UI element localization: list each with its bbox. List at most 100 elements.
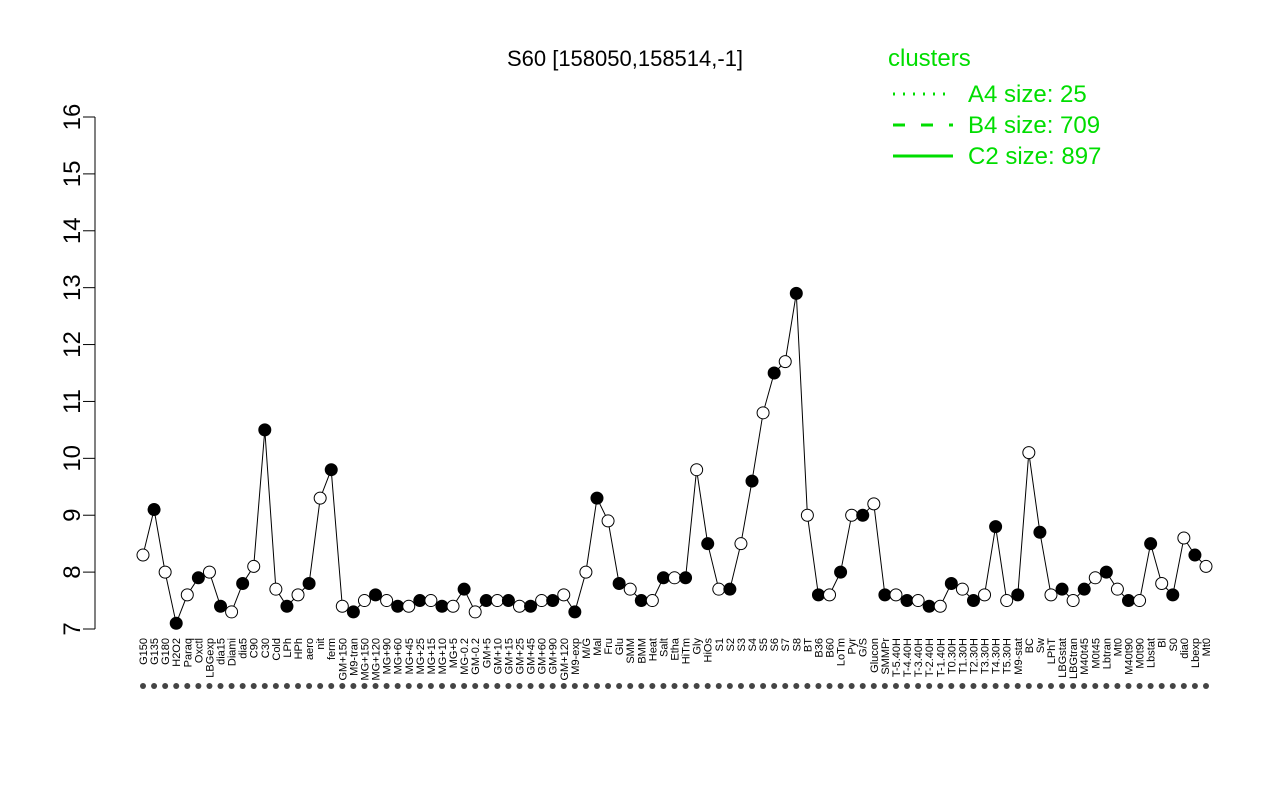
x-tick-label: MG+90 (382, 638, 394, 674)
x-tick-label: T-1.40H (935, 638, 947, 677)
data-point (645, 594, 659, 608)
x-rug-mark (1070, 683, 1077, 689)
data-point (225, 605, 239, 619)
data-point (878, 588, 892, 602)
x-tick-label: M9-stat (1013, 638, 1025, 675)
data-point (446, 599, 460, 613)
x-rug-mark (450, 683, 457, 689)
data-point (479, 594, 493, 608)
x-rug-mark (749, 683, 756, 689)
data-point (236, 576, 250, 590)
x-tick-label: MG+5 (448, 638, 460, 668)
x-tick-label: Lbstat (1146, 638, 1158, 668)
x-rug-mark (1003, 683, 1010, 689)
y-tick-label: 12 (59, 331, 86, 358)
x-rug-mark (571, 683, 578, 689)
x-tick-label: LoTm (836, 638, 848, 666)
x-tick-label: MG+15 (426, 638, 438, 674)
data-point (1022, 446, 1036, 460)
data-point (269, 582, 283, 596)
x-rug-mark (1180, 683, 1187, 689)
x-tick-label: Paraq (182, 638, 194, 667)
x-rug-mark (649, 683, 656, 689)
x-tick-label: G180 (160, 638, 172, 665)
x-tick-label: Fru (603, 638, 615, 655)
data-point (357, 594, 371, 608)
data-point (346, 605, 360, 619)
legend: clusters A4 size: 25 B4 size: 709 C2 siz… (888, 45, 1101, 170)
x-rug-mark (915, 683, 922, 689)
x-tick-label: T4.30H (991, 638, 1003, 674)
legend-label-b4: B4 size: 709 (968, 112, 1100, 139)
data-point (1121, 594, 1135, 608)
y-tick-label: 11 (59, 389, 86, 414)
x-rug-mark (704, 683, 711, 689)
x-rug-mark (837, 683, 844, 689)
x-rug-mark (228, 683, 235, 689)
x-rug-mark (295, 683, 302, 689)
x-tick-label: S5 (758, 638, 770, 651)
x-rug-mark (826, 683, 833, 689)
data-point (834, 565, 848, 579)
data-point (546, 594, 560, 608)
data-point (712, 582, 726, 596)
x-tick-label: Bl (1157, 638, 1169, 648)
x-rug-mark (427, 683, 434, 689)
x-tick-label: HiOs (703, 638, 715, 663)
x-rug-mark (472, 683, 479, 689)
x-tick-label: M40t45 (1079, 638, 1091, 675)
data-point (601, 514, 615, 528)
x-tick-label: LBGtran (1068, 638, 1080, 679)
data-point (169, 616, 183, 630)
x-rug-mark (859, 683, 866, 689)
x-rug-mark (815, 683, 822, 689)
data-point (402, 599, 416, 613)
x-rug-mark (582, 683, 589, 689)
data-point (1144, 537, 1158, 551)
data-point (424, 594, 438, 608)
data-point (1110, 582, 1124, 596)
data-points (136, 286, 1213, 630)
x-rug-mark (206, 683, 213, 689)
legend-label-a4: A4 size: 25 (968, 81, 1087, 108)
x-tick-label: S6 (769, 638, 781, 651)
x-rug-mark (937, 683, 944, 689)
data-point (966, 594, 980, 608)
data-point (1044, 588, 1058, 602)
x-tick-label: aero (304, 638, 316, 660)
data-point (191, 571, 205, 585)
data-point (933, 599, 947, 613)
x-rug-mark (627, 683, 634, 689)
x-rug-mark (184, 683, 191, 689)
x-rug-mark (793, 683, 800, 689)
data-point (1133, 594, 1147, 608)
x-rug-mark (438, 683, 445, 689)
x-tick-label: HPh (293, 638, 305, 659)
data-point (856, 508, 870, 522)
data-point (1077, 582, 1091, 596)
data-point (568, 605, 582, 619)
x-rug-mark (350, 683, 357, 689)
y-tick-label: 10 (59, 445, 86, 472)
x-tick-label: M0t45 (1090, 638, 1102, 669)
x-rug-mark (560, 683, 567, 689)
data-point (1177, 531, 1191, 545)
x-tick-label: T5.30H (1002, 638, 1014, 674)
x-tick-label: M40t90 (1123, 638, 1135, 675)
x-tick-label: BC (1024, 638, 1036, 653)
x-rug-mark (1158, 683, 1165, 689)
data-point (978, 588, 992, 602)
x-rug-mark (195, 683, 202, 689)
x-tick-label: GM-0.2 (470, 638, 482, 675)
x-tick-label: Mt0 (1112, 638, 1124, 656)
data-point (634, 594, 648, 608)
x-tick-label: T2.30H (968, 638, 980, 674)
x-rug-mark (638, 683, 645, 689)
x-tick-label: M/G (581, 638, 593, 659)
x-rug-mark (151, 683, 158, 689)
data-point (535, 594, 549, 608)
x-rug-mark (372, 683, 379, 689)
x-rug-mark (1114, 683, 1121, 689)
data-point (147, 503, 161, 517)
